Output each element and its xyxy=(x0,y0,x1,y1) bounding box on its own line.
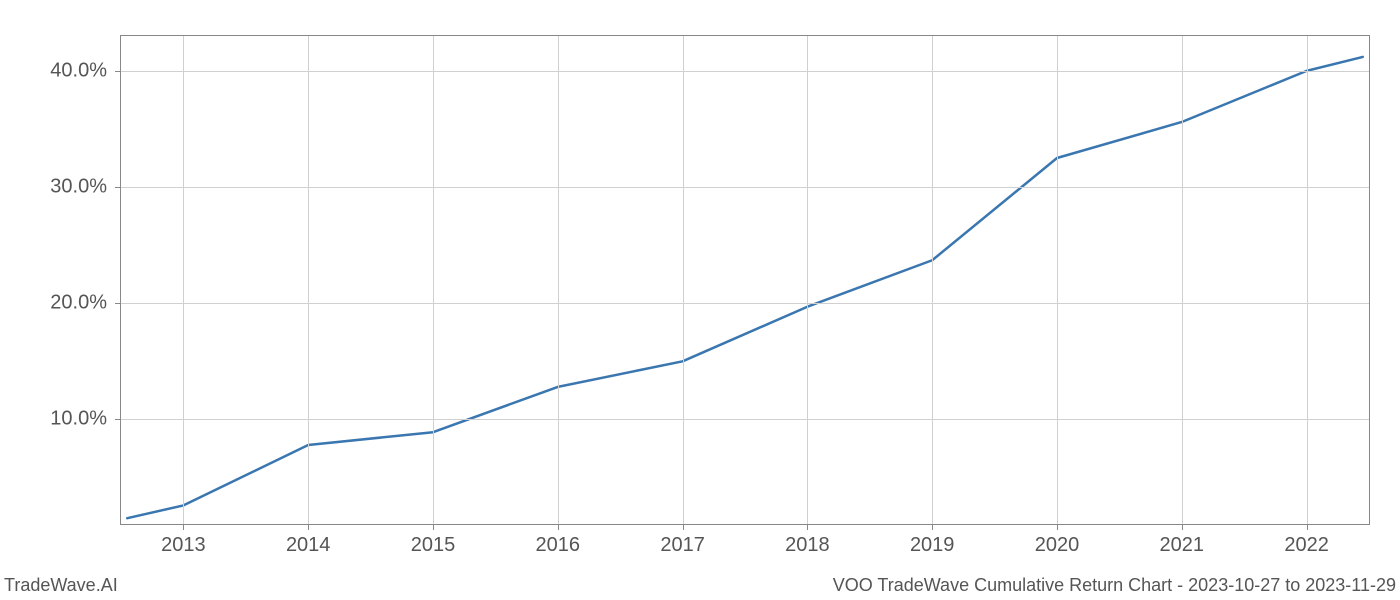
y-tick xyxy=(115,187,121,188)
grid-line-vertical xyxy=(1057,36,1058,524)
x-axis-label: 2018 xyxy=(785,534,830,557)
grid-line-horizontal xyxy=(121,419,1369,420)
x-tick xyxy=(683,524,684,530)
x-axis-label: 2013 xyxy=(161,534,206,557)
grid-line-vertical xyxy=(308,36,309,524)
plot-area: 2013201420152016201720182019202020212022… xyxy=(120,35,1370,525)
x-axis-label: 2016 xyxy=(536,534,581,557)
y-axis-label: 40.0% xyxy=(50,59,107,82)
x-axis-label: 2021 xyxy=(1160,534,1205,557)
x-axis-label: 2015 xyxy=(411,534,456,557)
x-tick xyxy=(1057,524,1058,530)
grid-line-vertical xyxy=(433,36,434,524)
grid-line-vertical xyxy=(558,36,559,524)
x-axis-label: 2020 xyxy=(1035,534,1080,557)
grid-line-vertical xyxy=(183,36,184,524)
x-tick xyxy=(1182,524,1183,530)
chart-container: 2013201420152016201720182019202020212022… xyxy=(120,35,1370,525)
grid-line-horizontal xyxy=(121,71,1369,72)
x-axis-label: 2017 xyxy=(660,534,705,557)
y-axis-label: 10.0% xyxy=(50,408,107,431)
grid-line-horizontal xyxy=(121,187,1369,188)
grid-line-vertical xyxy=(1182,36,1183,524)
grid-line-vertical xyxy=(1307,36,1308,524)
x-tick xyxy=(433,524,434,530)
x-axis-label: 2022 xyxy=(1284,534,1329,557)
x-tick xyxy=(183,524,184,530)
grid-line-horizontal xyxy=(121,303,1369,304)
y-tick xyxy=(115,303,121,304)
grid-line-vertical xyxy=(807,36,808,524)
y-axis-label: 30.0% xyxy=(50,176,107,199)
return-line xyxy=(127,57,1363,518)
footer-caption: VOO TradeWave Cumulative Return Chart - … xyxy=(833,575,1396,596)
x-tick xyxy=(308,524,309,530)
y-tick xyxy=(115,419,121,420)
y-tick xyxy=(115,71,121,72)
x-tick xyxy=(932,524,933,530)
x-tick xyxy=(1307,524,1308,530)
grid-line-vertical xyxy=(683,36,684,524)
x-axis-label: 2014 xyxy=(286,534,331,557)
x-tick xyxy=(807,524,808,530)
x-tick xyxy=(558,524,559,530)
y-axis-label: 20.0% xyxy=(50,292,107,315)
x-axis-label: 2019 xyxy=(910,534,955,557)
footer-brand: TradeWave.AI xyxy=(4,575,118,596)
grid-line-vertical xyxy=(932,36,933,524)
